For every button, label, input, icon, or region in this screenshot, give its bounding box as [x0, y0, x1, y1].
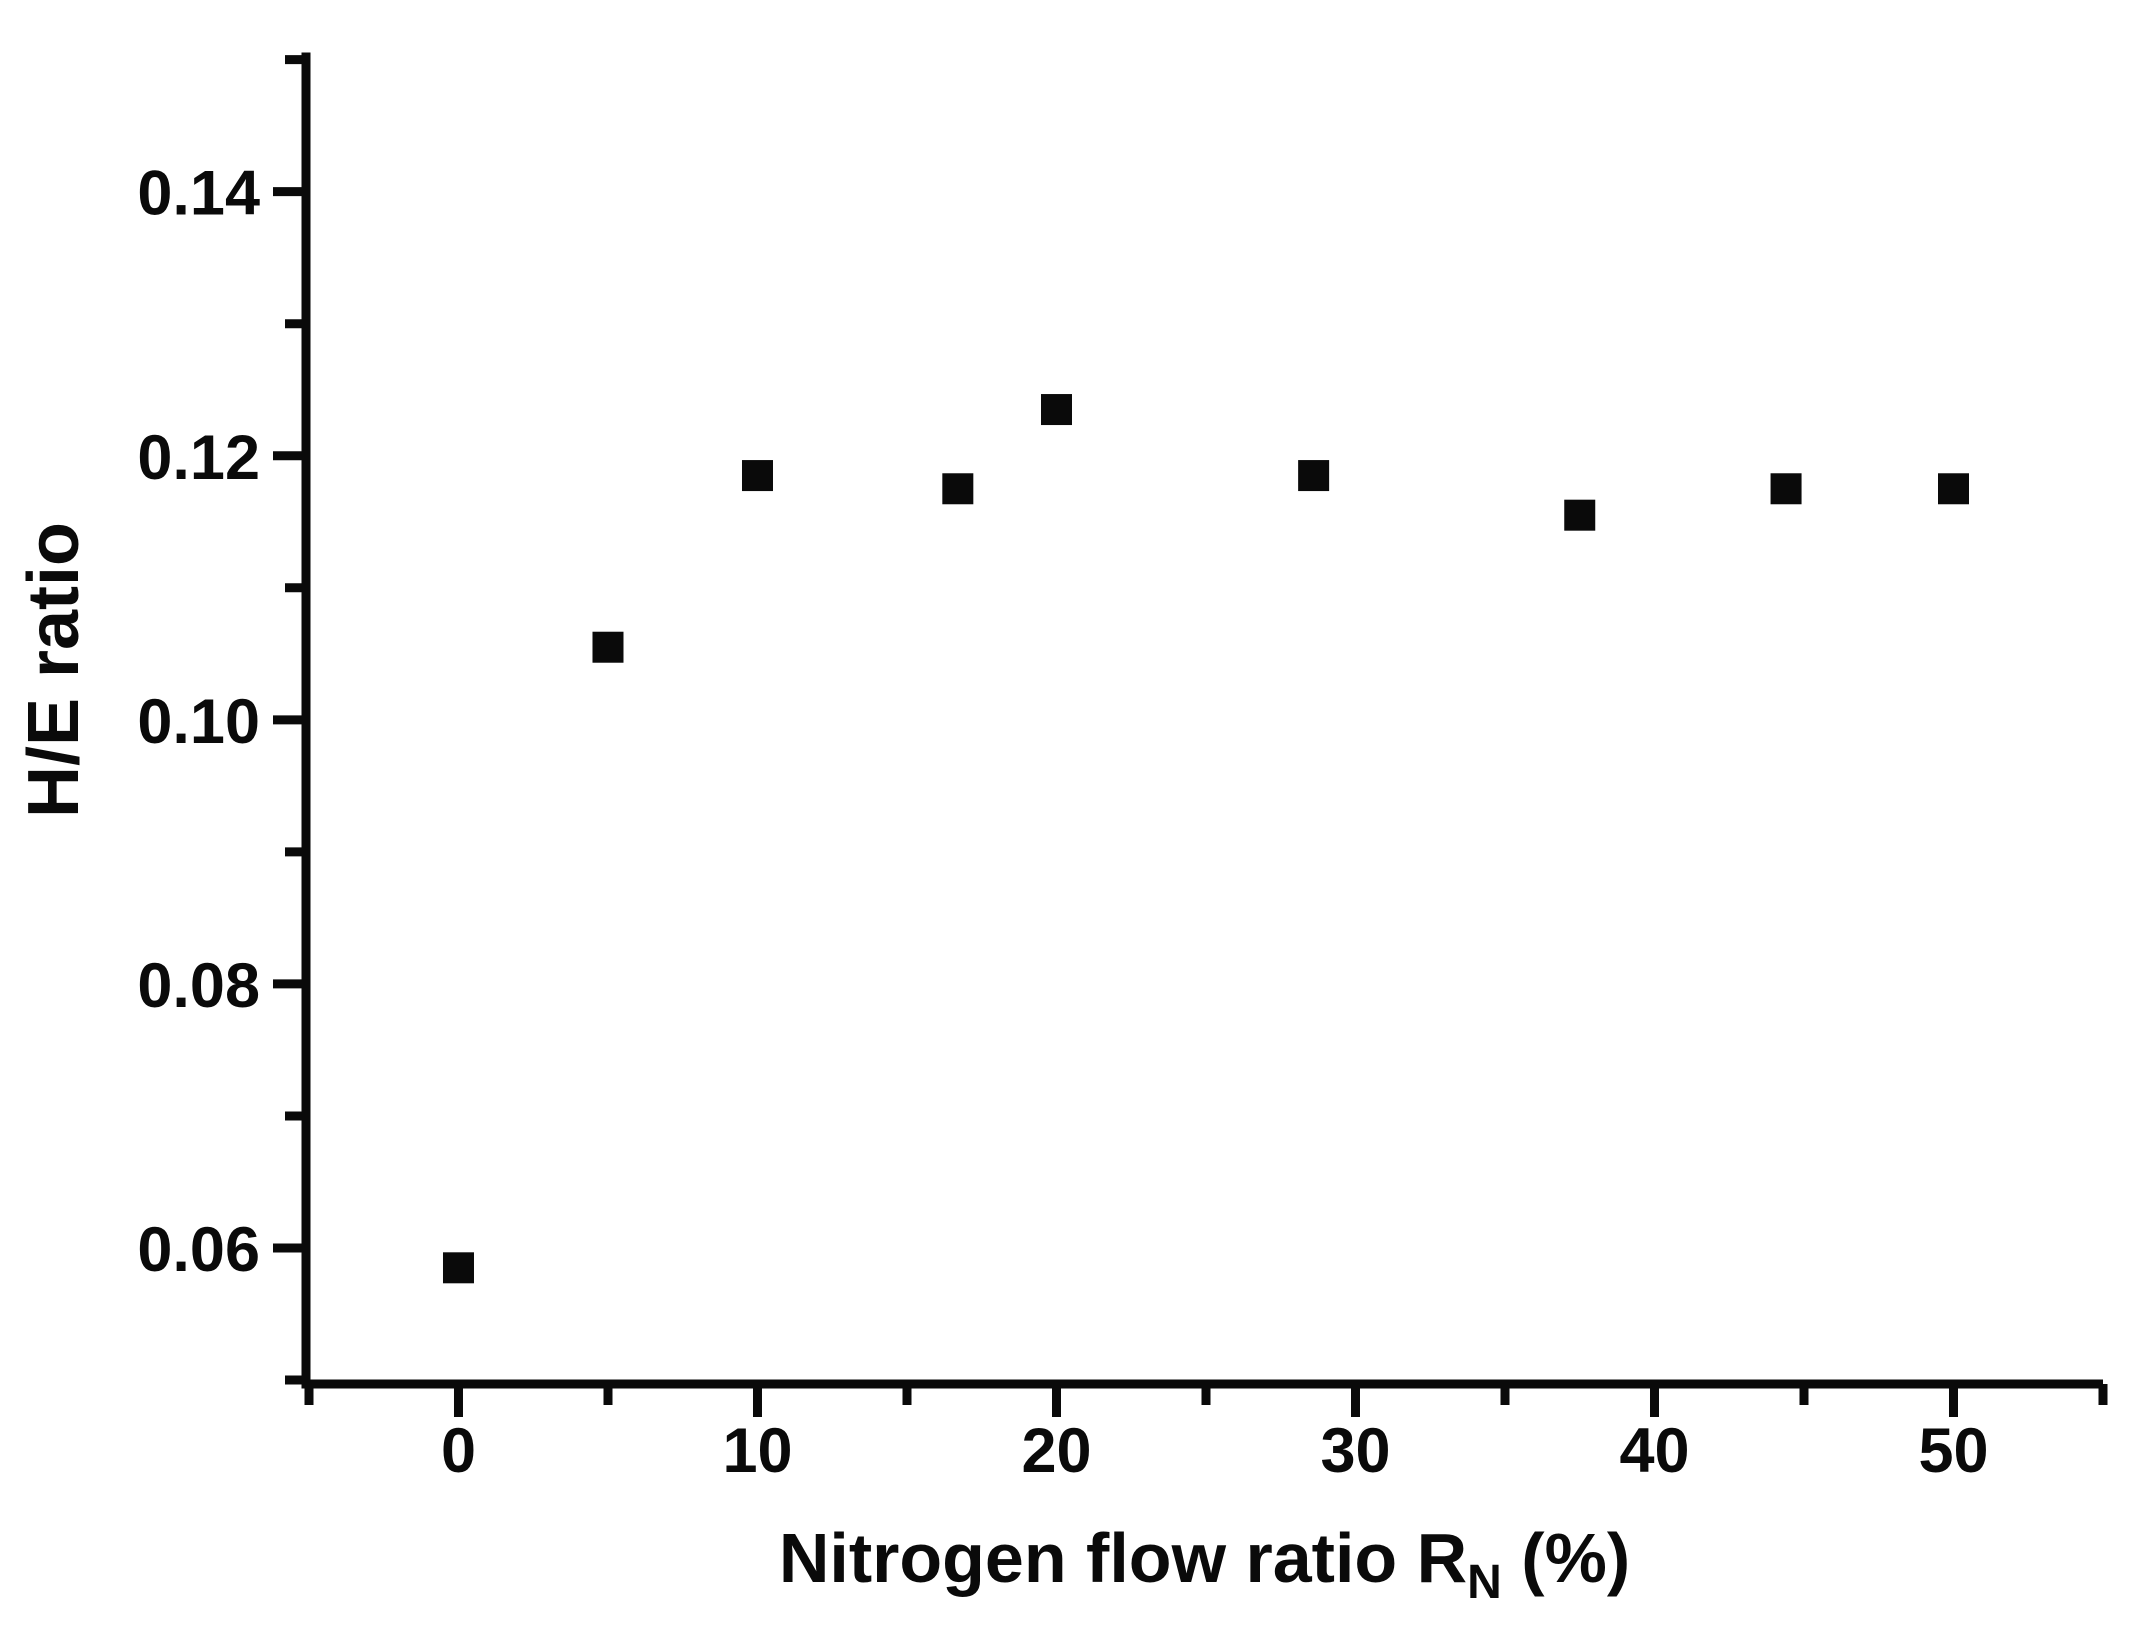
- x-tick-label: 20: [1021, 1416, 1091, 1486]
- y-axis-title: H/E ratio: [14, 522, 94, 818]
- y-tick-label: 0.08: [137, 951, 260, 1021]
- x-axis-title-part: Nitrogen flow ratio R: [779, 1519, 1467, 1597]
- data-point-marker: [1937, 473, 1969, 505]
- data-series: [442, 394, 1969, 1284]
- data-point-marker: [1564, 499, 1596, 531]
- y-tick-label: 0.14: [137, 159, 260, 229]
- data-point-marker: [741, 460, 773, 492]
- data-point-marker: [1298, 460, 1330, 492]
- data-point-marker: [592, 631, 624, 663]
- data-point-marker: [442, 1252, 474, 1284]
- x-tick-label: 0: [441, 1416, 476, 1486]
- x-tick-label: 30: [1320, 1416, 1390, 1486]
- data-point-marker: [942, 473, 974, 505]
- x-tick-label: 40: [1619, 1416, 1689, 1486]
- y-tick-label: 0.10: [137, 687, 260, 757]
- y-tick-label: 0.12: [137, 423, 260, 493]
- x-axis-title-part: (%): [1502, 1519, 1630, 1597]
- y-tick-label: 0.06: [137, 1215, 260, 1285]
- x-tick-label: 10: [722, 1416, 792, 1486]
- x-axis-title-subscript: N: [1467, 1556, 1502, 1609]
- x-tick-label: 50: [1918, 1416, 1988, 1486]
- data-point-marker: [1040, 394, 1072, 426]
- x-axis-title: Nitrogen flow ratio RN (%): [779, 1519, 1630, 1609]
- data-point-marker: [1770, 473, 1802, 505]
